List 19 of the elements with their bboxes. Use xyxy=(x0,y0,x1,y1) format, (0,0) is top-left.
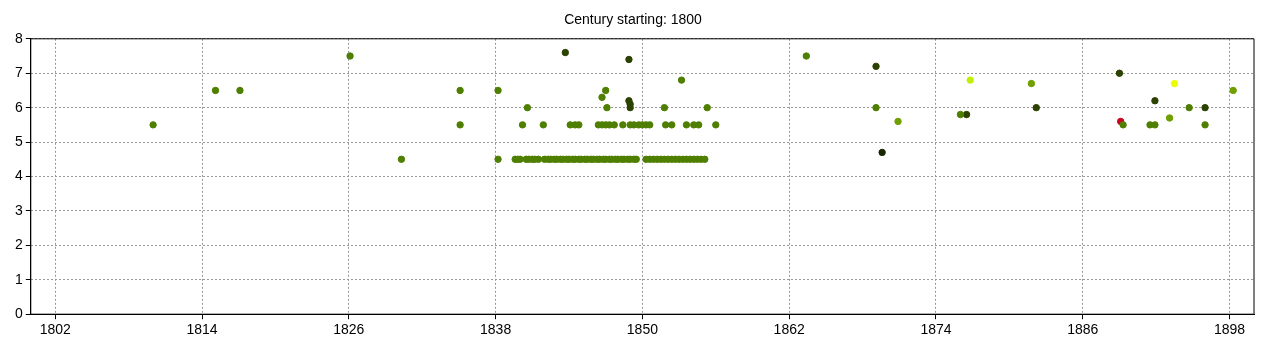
y-tick-label: 2 xyxy=(14,236,23,253)
y-tick-label: 0 xyxy=(14,305,23,322)
y-tick-label: 6 xyxy=(14,98,23,115)
x-tick-label: 1886 xyxy=(1067,321,1099,338)
x-tick-label: 1826 xyxy=(333,321,365,338)
x-tick-label: 1874 xyxy=(920,321,952,338)
y-tick-label: 3 xyxy=(14,201,23,218)
x-tick-label: 1898 xyxy=(1213,321,1246,338)
y-tick-label: 5 xyxy=(14,132,23,149)
x-tick-label: 1862 xyxy=(773,321,805,338)
x-tick-label: 1838 xyxy=(480,321,512,338)
chart-title: Century starting: 1800 xyxy=(564,11,703,28)
x-tick-label: 1850 xyxy=(626,321,659,338)
x-tick-label: 1814 xyxy=(186,321,218,338)
y-tick-label: 7 xyxy=(14,64,23,81)
y-tick-label: 1 xyxy=(14,270,23,287)
y-tick-label: 4 xyxy=(14,167,23,184)
x-tick-label: 1802 xyxy=(39,321,72,338)
y-tick-label: 8 xyxy=(14,29,23,46)
